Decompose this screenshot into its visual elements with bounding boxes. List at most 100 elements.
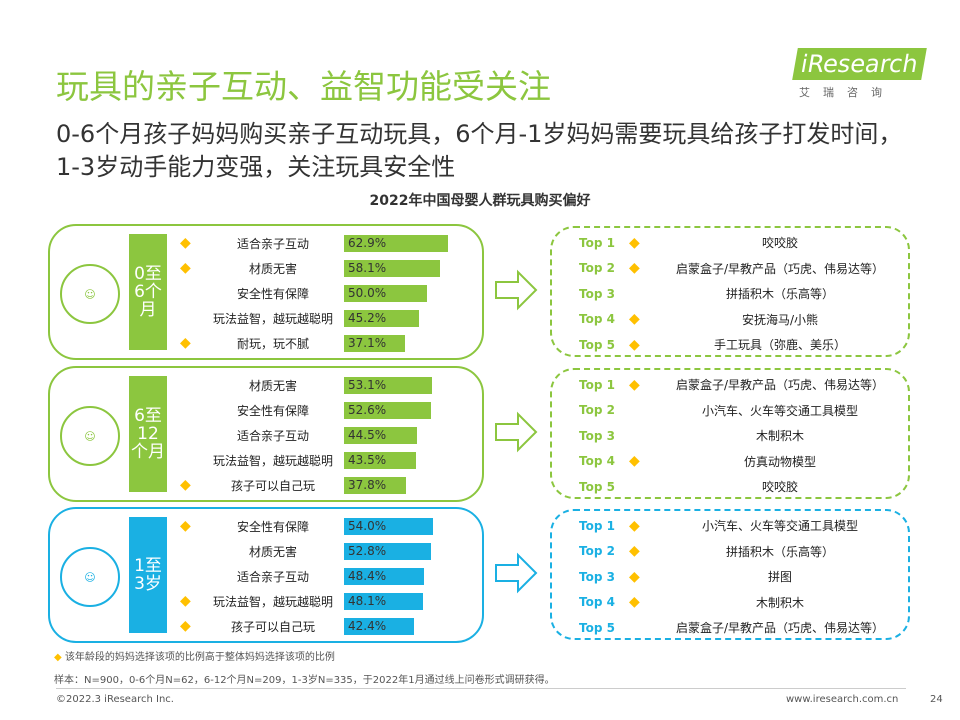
preference-row: 玩法益智，越玩越聪明 43.5% xyxy=(180,449,416,471)
toy-name: 仿真动物模型 xyxy=(743,454,816,469)
gem-icon: ◆ xyxy=(54,652,62,663)
preference-bar: 45.2% xyxy=(344,309,419,327)
preference-row: 安全性有保障 50.0% xyxy=(180,282,427,304)
top-rank: Top 3 xyxy=(579,569,615,584)
preference-row: 材质无害 52.8% xyxy=(180,540,431,562)
top-list-item: Top 3 ◆ 拼图 xyxy=(579,566,909,587)
logo-text: iResearch xyxy=(792,48,927,80)
preference-row: 适合亲子互动 44.5% xyxy=(180,424,417,446)
top-rank: Top 2 xyxy=(579,403,615,417)
toy-name: 咬咬胶 xyxy=(761,236,798,250)
preference-label: 孩子可以自己玩 xyxy=(230,619,315,634)
toy-name: 咬咬胶 xyxy=(761,480,798,494)
top-list-item: Top 5 ◆ 手工玩具（弥鹿、美乐） xyxy=(579,334,909,355)
top-rank: Top 2 xyxy=(579,261,615,275)
copyright: ©2022.3 iResearch Inc. xyxy=(56,694,174,705)
preference-label: 材质无害 xyxy=(248,261,297,276)
arrow-icon xyxy=(495,552,538,594)
preference-bar: 58.1% xyxy=(344,259,440,277)
top-rank: Top 4 xyxy=(579,454,615,468)
top-list-panel: Top 1 ◆ 小汽车、火车等交通工具模型 Top 2 ◆ 拼插积木（乐高等） To… xyxy=(550,509,910,640)
preference-bar: 62.9% xyxy=(344,234,448,252)
preference-bar: 43.5% xyxy=(344,451,416,469)
toy-name: 拼图 xyxy=(767,570,792,584)
top-rank: Top 3 xyxy=(579,428,615,443)
preference-row: 玩法益智，越玩越聪明 45.2% xyxy=(180,307,419,329)
preference-bar: 37.8% xyxy=(344,476,406,494)
page-title: 玩具的亲子互动、益智功能受关注 xyxy=(56,67,551,106)
legend-note: ◆ 该年龄段的妈妈选择该项的比例高于整体妈妈选择该项的比例 xyxy=(54,652,335,663)
age-label: 6至12个月 xyxy=(129,376,167,492)
preference-label: 玩法益智，越玩越聪明 xyxy=(212,594,333,609)
top-list-item: Top 5 咬咬胶 xyxy=(579,476,909,497)
preference-label: 适合亲子互动 xyxy=(236,236,309,251)
preference-label: 适合亲子互动 xyxy=(236,569,309,584)
gem-icon: ◆ xyxy=(180,518,191,534)
gem-icon: ◆ xyxy=(180,235,191,251)
preference-bar: 48.4% xyxy=(344,567,424,585)
age-panel: ☺ 1至3岁 ◆ 安全性有保障 54.0% 材质无害 52.8% 适合亲子互动 4… xyxy=(48,507,484,643)
preference-row: 安全性有保障 52.6% xyxy=(180,399,431,421)
top-list-item: Top 3 木制积木 xyxy=(579,425,909,446)
top-list-panel: Top 1 ◆ 启蒙盒子/早教产品（巧虎、伟易达等） Top 2 小汽车、火车等交… xyxy=(550,368,910,499)
preference-label: 材质无害 xyxy=(248,544,297,559)
preference-label: 安全性有保障 xyxy=(236,519,309,534)
top-rank: Top 1 xyxy=(579,235,615,250)
top-rank: Top 4 xyxy=(579,595,615,609)
gem-icon: ◆ xyxy=(629,311,640,327)
toy-name: 拼插积木（乐高等） xyxy=(725,287,834,301)
age-panel: ☺ 6至12个月 材质无害 53.1% 安全性有保障 52.6% 适合亲子互动 … xyxy=(48,366,484,502)
gem-icon: ◆ xyxy=(629,234,640,251)
gem-icon: ◆ xyxy=(629,336,640,353)
preference-bar: 37.1% xyxy=(344,334,405,352)
preference-bar: 50.0% xyxy=(344,284,427,302)
preference-row: 适合亲子互动 48.4% xyxy=(180,565,424,587)
baby-icon: ☺ xyxy=(60,264,120,324)
top-rank: Top 5 xyxy=(579,337,615,352)
top-list-item: Top 2 ◆ 拼插积木（乐高等） xyxy=(579,541,909,562)
top-list-item: Top 1 ◆ 启蒙盒子/早教产品（巧虎、伟易达等） xyxy=(579,374,909,395)
preference-bar: 53.1% xyxy=(344,376,432,394)
iresearch-logo: iResearch 艾瑞咨询 xyxy=(792,48,927,100)
preference-label: 安全性有保障 xyxy=(236,403,309,418)
preference-label: 安全性有保障 xyxy=(236,286,309,301)
page-number: 24 xyxy=(930,694,943,705)
sample-note: 样本：N=900，0-6个月N=62，6-12个月N=209，1-3岁N=335… xyxy=(54,675,555,686)
gem-icon: ◆ xyxy=(629,376,640,393)
preference-label: 适合亲子互动 xyxy=(236,428,309,443)
toy-name: 木制积木 xyxy=(755,429,804,443)
top-list-item: Top 2 ◆ 启蒙盒子/早教产品（巧虎、伟易达等） xyxy=(579,258,909,279)
preference-row: ◆ 孩子可以自己玩 42.4% xyxy=(180,615,414,637)
top-rank: Top 3 xyxy=(579,286,615,301)
footer-divider xyxy=(56,688,906,689)
top-list-item: Top 1 ◆ 小汽车、火车等交通工具模型 xyxy=(579,515,909,536)
gem-icon: ◆ xyxy=(629,543,640,559)
top-rank: Top 4 xyxy=(579,312,615,326)
preference-row: ◆ 安全性有保障 54.0% xyxy=(180,515,433,537)
preference-label: 耐玩，玩不腻 xyxy=(236,336,309,351)
chart-title: 2022年中国母婴人群玩具购买偏好 xyxy=(369,193,591,209)
preference-label: 材质无害 xyxy=(248,378,297,393)
page-subtitle: 0-6个月孩子妈妈购买亲子互动玩具，6个月-1岁妈妈需要玩具给孩子打发时间，1-… xyxy=(56,120,903,181)
preference-bar: 52.6% xyxy=(344,401,431,419)
preference-bar: 54.0% xyxy=(344,517,433,535)
preference-label: 孩子可以自己玩 xyxy=(230,478,315,493)
toddler-icon: ☺ xyxy=(60,547,120,607)
gem-icon: ◆ xyxy=(629,453,640,469)
top-rank: Top 1 xyxy=(579,518,615,533)
gem-icon: ◆ xyxy=(180,618,191,634)
toy-name: 小汽车、火车等交通工具模型 xyxy=(701,403,858,418)
gem-icon: ◆ xyxy=(180,335,191,351)
preference-bar: 42.4% xyxy=(344,617,414,635)
toy-name: 拼插积木（乐高等） xyxy=(725,544,834,559)
gem-icon: ◆ xyxy=(180,593,191,609)
gem-icon: ◆ xyxy=(629,568,640,585)
gem-icon: ◆ xyxy=(629,594,640,610)
top-list-item: Top 4 ◆ 仿真动物模型 xyxy=(579,451,909,472)
gem-icon: ◆ xyxy=(629,260,640,276)
preference-bar: 48.1% xyxy=(344,592,423,610)
top-list-item: Top 1 ◆ 咬咬胶 xyxy=(579,232,909,253)
arrow-icon xyxy=(495,411,538,453)
preference-row: ◆ 孩子可以自己玩 37.8% xyxy=(180,474,406,496)
preference-row: ◆ 材质无害 58.1% xyxy=(180,257,440,279)
